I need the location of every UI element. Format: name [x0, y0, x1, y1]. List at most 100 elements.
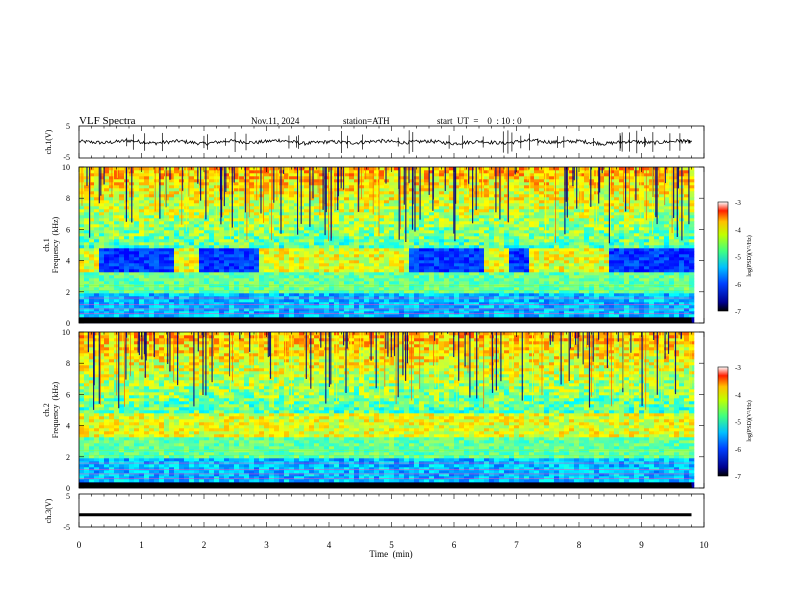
ch1-spec-cell: [449, 170, 455, 174]
ch1-spec-cell: [109, 266, 115, 270]
ch1-spec-cell: [269, 251, 275, 255]
ch1-spec-cell: [224, 209, 230, 213]
ch1-spec-cell: [384, 296, 390, 300]
ch1-spec-cell: [229, 293, 235, 297]
ch1-spec-cell: [374, 314, 380, 318]
ch1-spec-cell: [199, 176, 205, 180]
ch1-spec-cell: [219, 278, 225, 282]
ch1-spec-cell: [189, 239, 195, 243]
ch1-spec-cell: [219, 230, 225, 234]
ch1-spec-cell: [319, 191, 325, 195]
ch1-spec-cell: [194, 290, 200, 294]
ch1-spec-cell: [214, 290, 220, 294]
ch1-spec-cell: [289, 185, 295, 189]
ch1-spec-cell: [229, 191, 235, 195]
ch1-spec-cell: [174, 194, 180, 198]
ch1-spec-cell: [464, 230, 470, 234]
ch1-spec-cell: [389, 281, 395, 285]
ch1-spec-cell: [439, 263, 445, 267]
ch1-spec-cell: [339, 218, 345, 222]
ch1-spec-cell: [284, 203, 290, 207]
ch1-spec-cell: [359, 263, 365, 267]
ch1-spec-cell: [89, 188, 95, 192]
ch1-spec-cell: [524, 191, 530, 195]
ch1-spec-cell: [444, 281, 450, 285]
ch1-spec-cell: [429, 260, 435, 264]
ch1-spec-cell: [299, 233, 305, 237]
ch1-spec-cell: [224, 203, 230, 207]
ch1-spec-cell: [89, 209, 95, 213]
ch1-spec-cell: [89, 212, 95, 216]
ch1-spec-cell: [144, 242, 150, 246]
ch1-spec-cell: [324, 230, 330, 234]
ch1-spec-cell: [189, 182, 195, 186]
ch1-spec-cell: [289, 260, 295, 264]
ch1-spec-cell: [529, 185, 535, 189]
ch1-spec-cell: [339, 311, 345, 315]
ch1-spec-cell: [364, 230, 370, 234]
ch1-spec-cell: [224, 266, 230, 270]
ch1-spec-cell: [529, 305, 535, 309]
ch1-spec-cell: [529, 206, 535, 210]
ch1-spec-cell: [184, 272, 190, 276]
ch1-spec-cell: [494, 272, 500, 276]
ch1-spec-cell: [119, 221, 125, 225]
ch1-spec-cell: [204, 176, 210, 180]
ch1-spec-cell: [419, 290, 425, 294]
ch1-spec-cell: [269, 278, 275, 282]
ch1-spec-cell: [394, 254, 400, 258]
ch1-spec-cell: [399, 242, 405, 246]
ch1-spec-cell: [304, 233, 310, 237]
ch1-spec-cell: [154, 209, 160, 213]
ch1-spec-cell: [289, 278, 295, 282]
ch1-spec-cell: [504, 254, 510, 258]
ch1-spec-cell: [404, 170, 410, 174]
ch1-spec-cell: [314, 299, 320, 303]
ch1-spec-cell: [84, 248, 90, 252]
ch1-spec-cell: [124, 272, 130, 276]
ch1-spec-cell: [534, 287, 540, 291]
ch1-spec-cell: [439, 230, 445, 234]
ch1-spec-cell: [504, 230, 510, 234]
ch1-spec-cell: [299, 308, 305, 312]
ch1-spec-cell: [174, 281, 180, 285]
ch1-spec-cell: [314, 263, 320, 267]
ch1-spec-cell: [349, 308, 355, 312]
ch1-spec-cell: [264, 266, 270, 270]
ch1-spec-cell: [279, 296, 285, 300]
ch1-spec-cell: [244, 290, 250, 294]
ch1-spec-cell: [284, 275, 290, 279]
ch1-spec-cell: [254, 296, 260, 300]
ch1-spec-cell: [254, 254, 260, 258]
ch1-spec-cell: [529, 242, 535, 246]
ch1-spec-cell: [229, 239, 235, 243]
ch1-spec-cell: [119, 275, 125, 279]
ch1-spec-cell: [514, 272, 520, 276]
ch1-spec-cell: [234, 179, 240, 183]
ch1-spec-cell: [489, 236, 495, 240]
ch1-spec-cell: [149, 218, 155, 222]
ch1-spec-cell: [189, 218, 195, 222]
ch1-spec-cell: [94, 209, 100, 213]
ch1-spec-cell: [439, 290, 445, 294]
ch1-spec-cell: [374, 275, 380, 279]
ch1-spec-cell: [224, 254, 230, 258]
ch1-spec-cell: [244, 281, 250, 285]
ch1-spec-cell: [109, 209, 115, 213]
ch1-spec-cell: [254, 278, 260, 282]
ch1-spec-cell: [124, 245, 130, 249]
ch1-spec-cell: [439, 194, 445, 198]
ch1-spec-cell: [419, 308, 425, 312]
ch1-spec-cell: [79, 239, 85, 243]
ch1-spec-cell: [434, 230, 440, 234]
ch1-spec-cell: [314, 275, 320, 279]
ch1-spec-cell: [414, 281, 420, 285]
ch1-spec-cell: [189, 221, 195, 225]
ch1-spec-cell: [534, 248, 540, 252]
ch1-spec-cell: [184, 257, 190, 261]
ch1-spec-cell: [109, 281, 115, 285]
ch1-spec-cell: [484, 281, 490, 285]
ch1-spec-cell: [129, 281, 135, 285]
ch1-spec-cell: [254, 206, 260, 210]
ch1-spec-cell: [479, 239, 485, 243]
